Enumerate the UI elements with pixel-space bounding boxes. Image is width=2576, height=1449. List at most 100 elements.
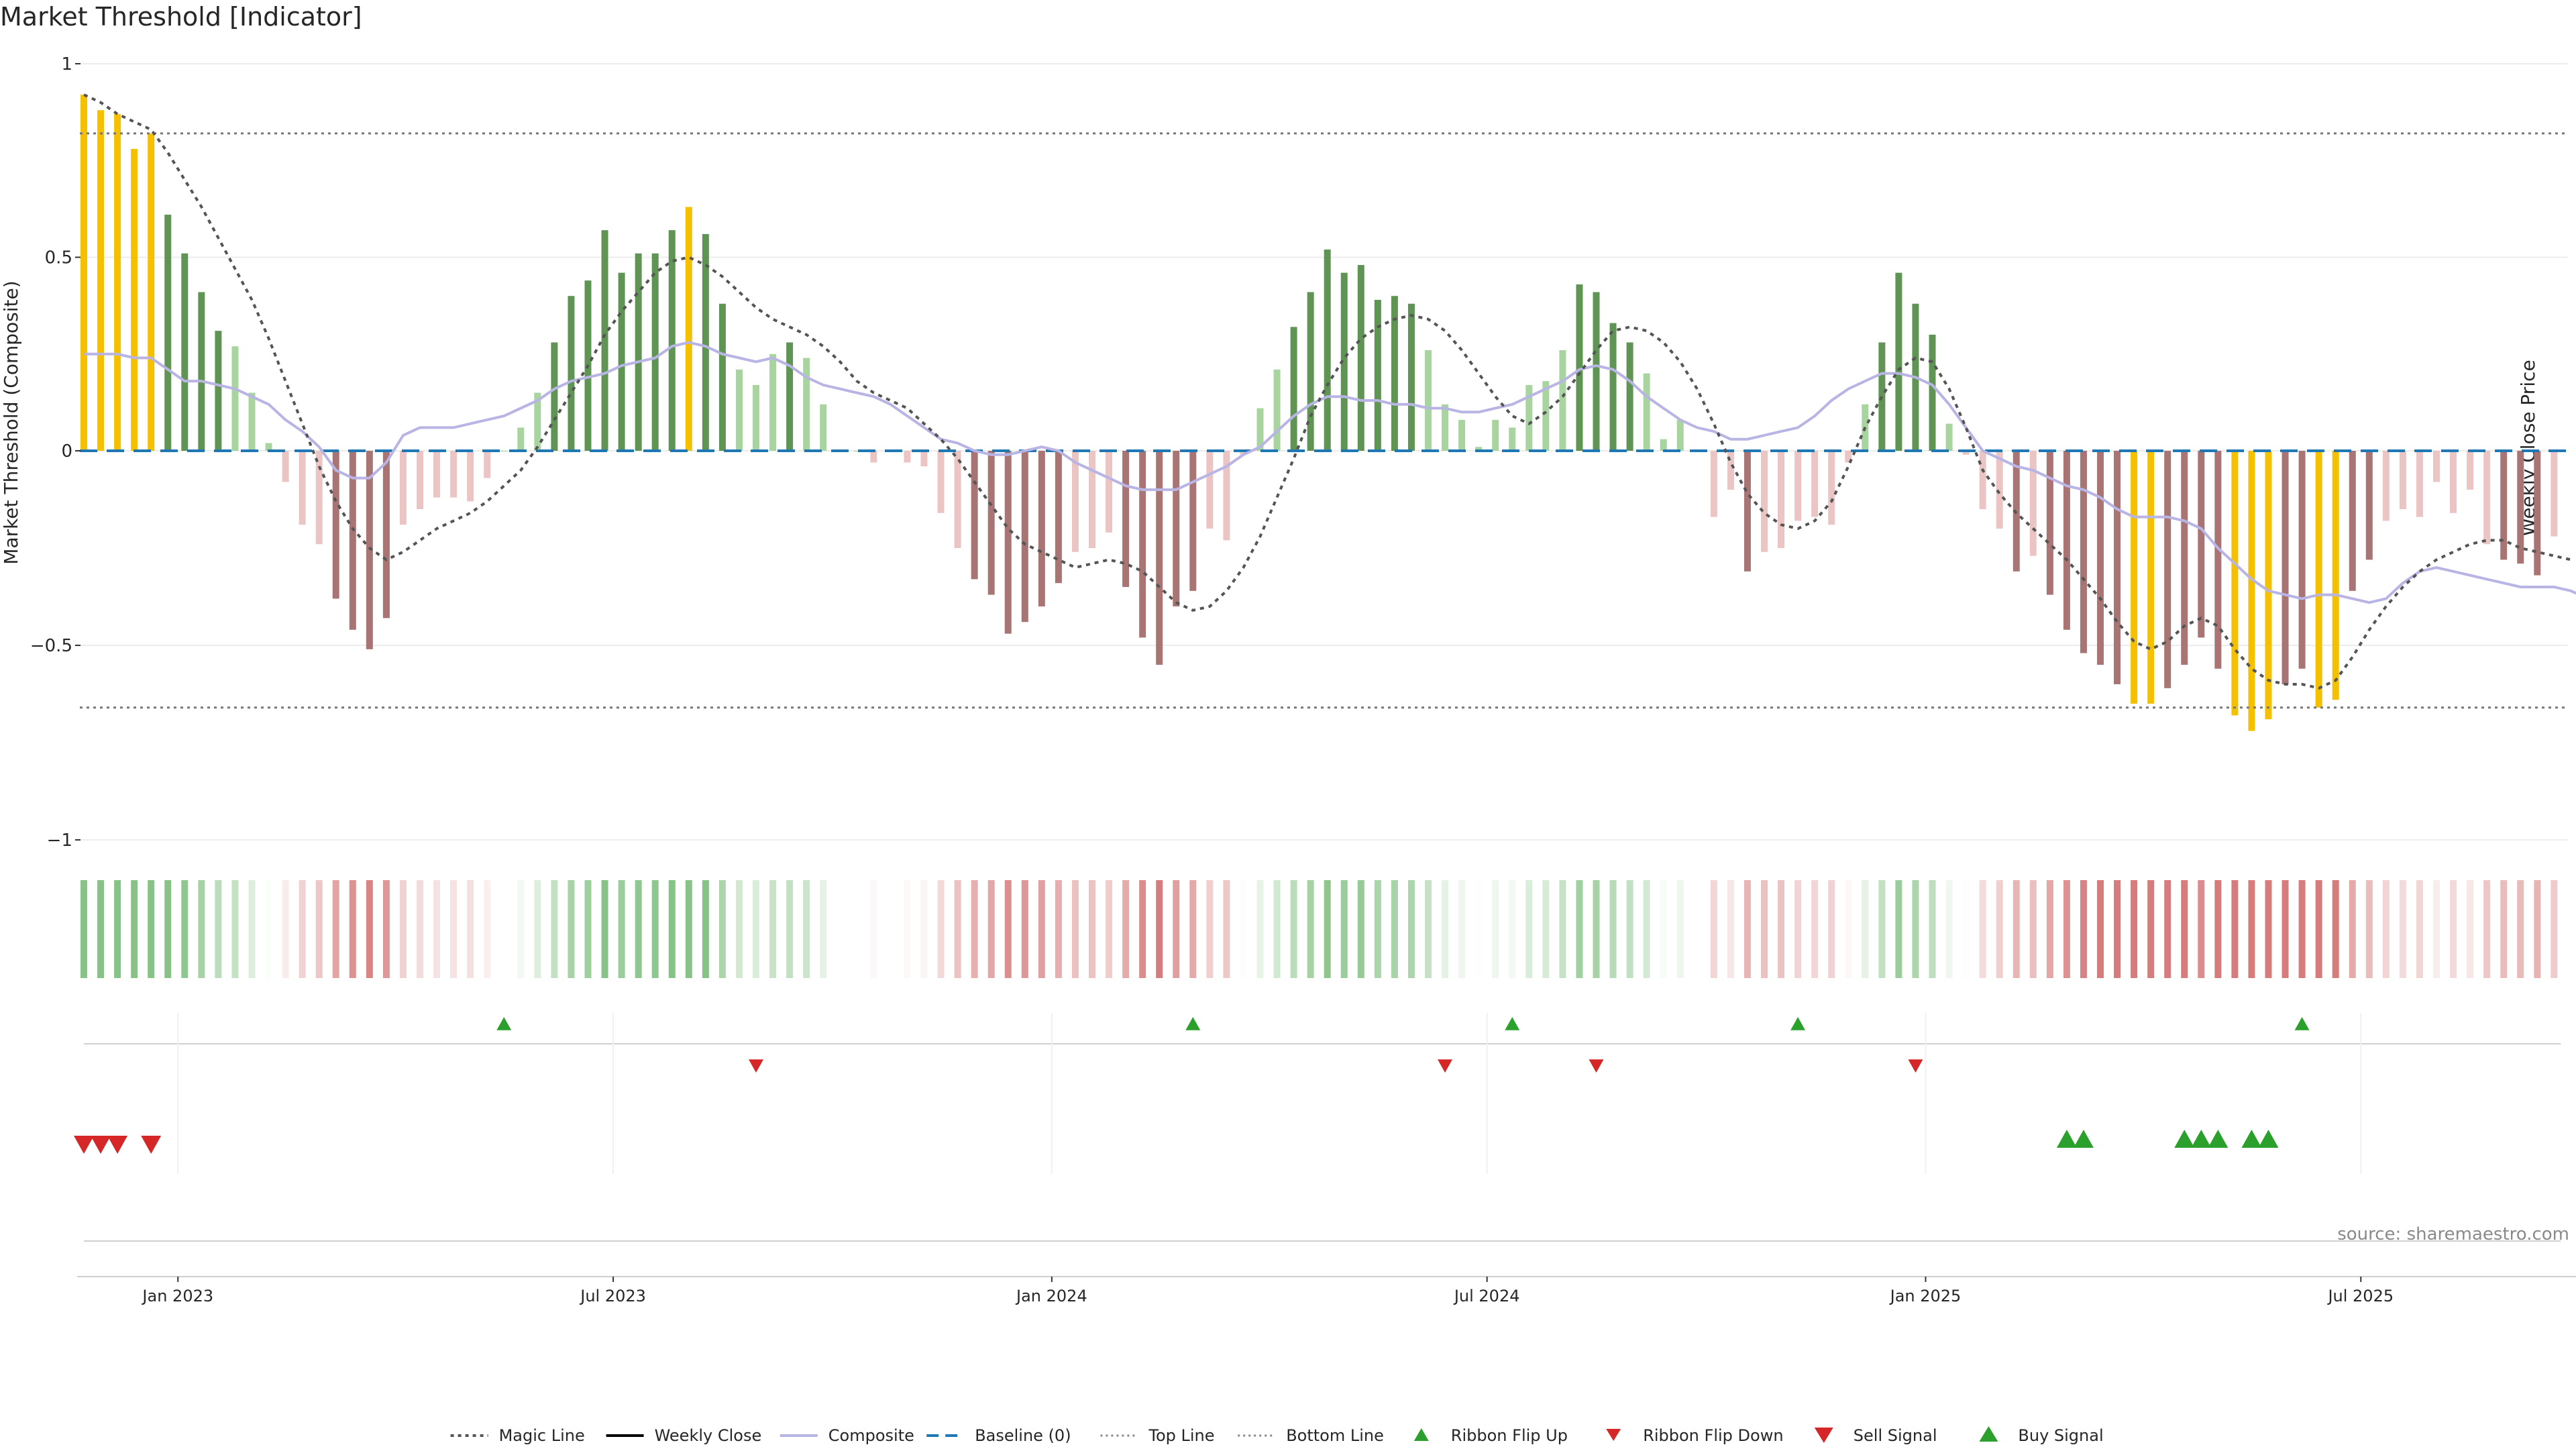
ribbon-segment bbox=[1089, 880, 1095, 978]
composite-bar bbox=[131, 148, 138, 451]
composite-bar bbox=[1391, 296, 1398, 451]
legend-swatch-flip-up bbox=[1413, 1428, 1429, 1441]
ribbon-segment bbox=[2164, 880, 2171, 978]
composite-bar bbox=[433, 451, 441, 498]
ribbon-segment bbox=[433, 880, 441, 978]
ribbon-segment bbox=[366, 880, 373, 978]
composite-bar bbox=[1004, 451, 1012, 634]
ribbon-flip-up-marker bbox=[2294, 1017, 2310, 1030]
ribbon-segment bbox=[500, 880, 508, 978]
composite-bar bbox=[2248, 451, 2255, 731]
composite-bar bbox=[1055, 451, 1062, 584]
composite-bar bbox=[181, 253, 189, 451]
composite-bar bbox=[1357, 265, 1364, 451]
ribbon-segment bbox=[618, 880, 625, 978]
composite-bar bbox=[635, 253, 642, 451]
composite-bar bbox=[1743, 451, 1751, 572]
ribbon-flip-down-marker bbox=[1589, 1059, 1604, 1073]
composite-bar bbox=[366, 451, 373, 649]
ribbon-segment bbox=[1828, 880, 1835, 978]
buy-signal-marker bbox=[2258, 1130, 2279, 1148]
ribbon-segment bbox=[2483, 880, 2491, 978]
composite-bar bbox=[920, 451, 928, 467]
composite-bar bbox=[349, 451, 356, 630]
buy-signal-marker bbox=[2241, 1130, 2262, 1148]
ribbon-segment bbox=[2382, 880, 2390, 978]
ribbon-segment bbox=[1004, 880, 1012, 978]
ribbon-segment bbox=[2114, 880, 2121, 978]
composite-bars bbox=[80, 95, 2558, 731]
composite-bar bbox=[2029, 451, 2037, 556]
ribbon-segment bbox=[937, 880, 945, 978]
ribbon-segment bbox=[668, 880, 676, 978]
legend-label: Composite bbox=[828, 1426, 914, 1445]
ribbon-segment bbox=[114, 880, 121, 978]
y-tick-label: −1 bbox=[47, 830, 72, 851]
composite-bar bbox=[1156, 451, 1163, 665]
ribbon-flip-down-marker bbox=[749, 1059, 763, 1073]
composite-bar bbox=[97, 110, 105, 451]
composite-bar bbox=[417, 451, 423, 509]
ribbon-segment bbox=[601, 880, 608, 978]
composite-bar bbox=[1290, 327, 1297, 451]
composite-bar bbox=[2231, 451, 2239, 716]
composite-bar bbox=[1122, 451, 1130, 587]
composite-bar bbox=[1929, 334, 1936, 451]
composite-bar bbox=[1828, 451, 1835, 525]
x-tick-label: Jan 2023 bbox=[141, 1287, 213, 1305]
composite-bar bbox=[450, 451, 458, 498]
ribbon-segment bbox=[315, 880, 323, 978]
ribbon-segment bbox=[382, 880, 390, 978]
ribbon-segment bbox=[467, 880, 474, 978]
ribbon-strip bbox=[80, 880, 2558, 978]
composite-bar bbox=[618, 272, 625, 451]
legend-swatch-flip-down bbox=[1606, 1429, 1621, 1441]
ribbon-segment bbox=[870, 880, 877, 978]
ribbon-segment bbox=[1071, 880, 1079, 978]
ribbon-segment bbox=[1442, 880, 1449, 978]
composite-bar bbox=[2181, 451, 2188, 665]
ribbon-segment bbox=[332, 880, 339, 978]
composite-bar bbox=[2164, 451, 2171, 688]
ribbon-segment bbox=[2433, 880, 2440, 978]
composite-bar bbox=[685, 207, 692, 451]
ribbon-segment bbox=[148, 880, 155, 978]
ribbon-segment bbox=[718, 880, 726, 978]
ribbon-segment bbox=[1761, 880, 1768, 978]
composite-bar bbox=[2198, 451, 2205, 638]
buy-signal-marker bbox=[2191, 1130, 2212, 1148]
composite-bar bbox=[2517, 451, 2524, 564]
composite-bar bbox=[484, 451, 491, 478]
composite-bar bbox=[551, 342, 558, 451]
ribbon-segment bbox=[2551, 880, 2558, 978]
ribbon-segment bbox=[1374, 880, 1381, 978]
composite-bar bbox=[2080, 451, 2087, 653]
composite-bar bbox=[2551, 451, 2558, 537]
ribbon-segment bbox=[1743, 880, 1751, 978]
ribbon-segment bbox=[1996, 880, 2003, 978]
ribbon-segment bbox=[1962, 880, 1970, 978]
ribbon-segment bbox=[349, 880, 356, 978]
ribbon-segment bbox=[1391, 880, 1398, 978]
ribbon-segment bbox=[164, 880, 172, 978]
composite-bar bbox=[1425, 350, 1432, 451]
ribbon-segment bbox=[1223, 880, 1230, 978]
composite-bar bbox=[399, 451, 407, 525]
composite-line bbox=[84, 341, 2576, 604]
ribbon-segment bbox=[2198, 880, 2205, 978]
ribbon-segment bbox=[1290, 880, 1297, 978]
legend-swatch-sell bbox=[1814, 1428, 1833, 1443]
ribbon-segment bbox=[2315, 880, 2322, 978]
ribbon-segment bbox=[1021, 880, 1028, 978]
ribbon-segment bbox=[1525, 880, 1533, 978]
composite-bar bbox=[651, 253, 659, 451]
ribbon-segment bbox=[1609, 880, 1617, 978]
ribbon-segment bbox=[954, 880, 961, 978]
ribbon-segment bbox=[198, 880, 205, 978]
composite-bar bbox=[1509, 427, 1516, 451]
composite-bar bbox=[1458, 419, 1466, 451]
ribbon-segment bbox=[1324, 880, 1331, 978]
composite-bar bbox=[1492, 419, 1499, 451]
composite-bar bbox=[1794, 451, 1802, 521]
